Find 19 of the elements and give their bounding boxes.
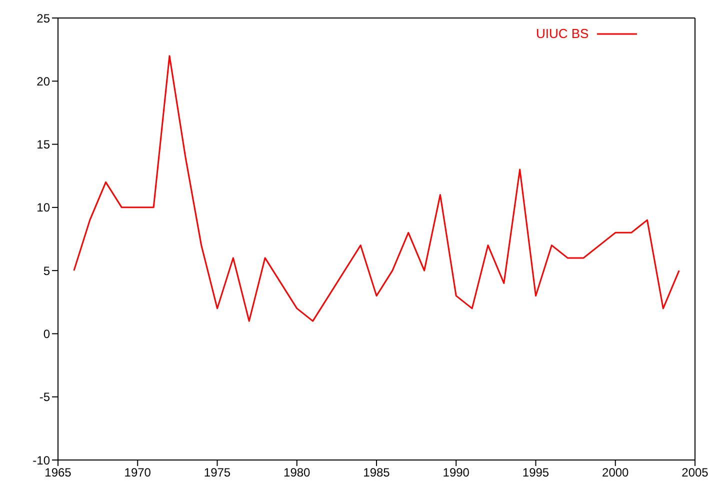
line-series <box>73 55 680 322</box>
x-tick-label: 1985 <box>363 466 390 480</box>
y-tick-label: 20 <box>36 74 50 88</box>
y-tick-label: -5 <box>39 390 50 404</box>
y-tick-label: 5 <box>43 264 50 278</box>
legend-label: UIUC BS <box>536 26 589 41</box>
x-tick-label: 1980 <box>284 466 311 480</box>
x-tick-label: 2005 <box>682 466 709 480</box>
x-tick-label: 1970 <box>124 466 152 480</box>
x-tick-label: 1965 <box>44 466 72 480</box>
x-tick-label: 1975 <box>204 466 231 480</box>
y-tick-label: 15 <box>36 138 50 152</box>
x-tick-label: 1995 <box>522 466 550 480</box>
y-tick-label: 25 <box>36 11 50 26</box>
x-tick-label: 2000 <box>602 466 630 480</box>
y-tick-label: 0 <box>43 326 50 341</box>
y-tick-label: 10 <box>36 200 50 215</box>
x-tick-label: 1990 <box>442 466 470 480</box>
y-tick-label: -10 <box>32 453 50 468</box>
